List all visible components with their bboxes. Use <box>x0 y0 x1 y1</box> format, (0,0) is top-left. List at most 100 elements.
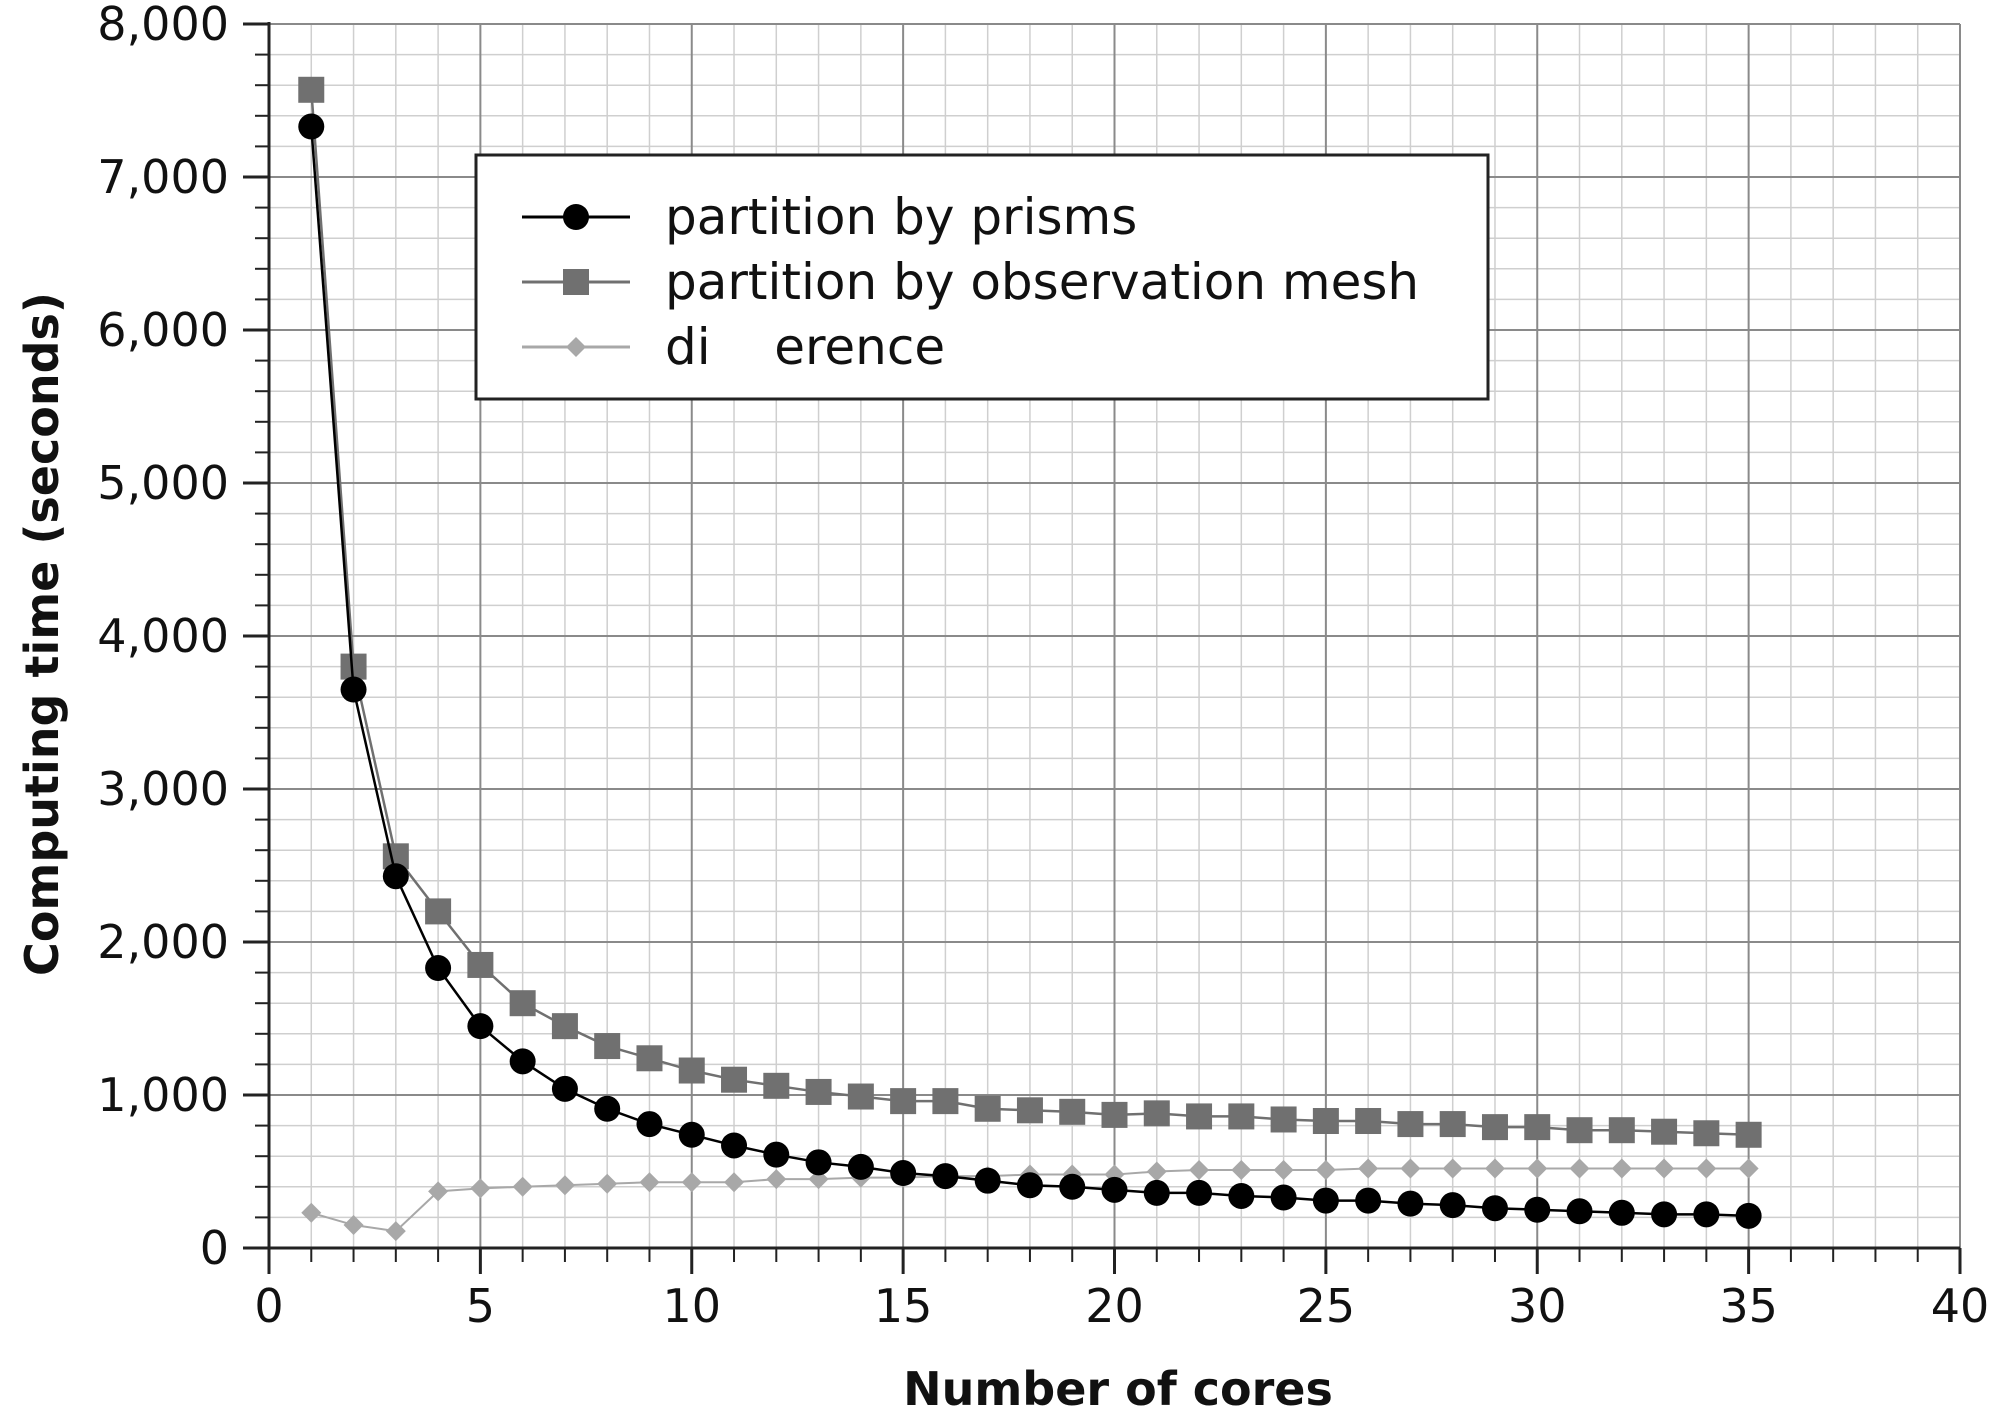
x-tick-label: 0 <box>254 1279 283 1333</box>
x-tick-label: 35 <box>1719 1279 1778 1333</box>
series-point <box>343 1215 364 1236</box>
series-point <box>1738 1158 1759 1179</box>
series-point <box>1651 1118 1678 1145</box>
series-point <box>1016 1097 1043 1124</box>
series-point <box>467 951 494 978</box>
legend-marker <box>563 204 589 230</box>
series-point <box>551 1013 578 1040</box>
series-point <box>847 1153 874 1180</box>
series-point <box>721 1132 748 1159</box>
series-point <box>554 1175 575 1196</box>
series-point <box>681 1172 702 1193</box>
series-point <box>1735 1121 1762 1148</box>
series-point <box>594 1033 621 1060</box>
legend-items: partition by prisms partition by observat… <box>522 188 1419 376</box>
series-point <box>1016 1172 1043 1199</box>
series-layer <box>298 76 1762 1242</box>
legend-entry: di erence <box>522 318 945 376</box>
series-point <box>1355 1108 1382 1135</box>
y-tick-label: 5,000 <box>97 456 229 510</box>
series-point <box>1484 1158 1505 1179</box>
series-point <box>974 1095 1001 1122</box>
x-tick-label: 30 <box>1508 1279 1567 1333</box>
series-point <box>932 1163 959 1190</box>
series-point <box>512 1176 533 1197</box>
y-tick-label: 6,000 <box>97 303 229 357</box>
series-point <box>1566 1198 1593 1225</box>
series-point <box>509 1048 536 1075</box>
series-point <box>1481 1195 1508 1222</box>
series-point <box>385 1221 406 1242</box>
series-point <box>1059 1098 1086 1125</box>
series-point <box>1696 1158 1717 1179</box>
series-point <box>721 1066 748 1093</box>
series-point <box>1358 1158 1379 1179</box>
series-point <box>1186 1179 1213 1206</box>
series-point <box>1143 1179 1170 1206</box>
series-point <box>1693 1120 1720 1147</box>
series-point <box>509 990 536 1017</box>
series-point <box>301 1202 322 1223</box>
legend-label: di erence <box>665 318 945 376</box>
series-point <box>428 1181 449 1202</box>
series-circle <box>298 113 1762 1229</box>
y-tick-label: 3,000 <box>97 762 229 816</box>
series-point <box>1189 1159 1210 1180</box>
series-point <box>1608 1199 1635 1226</box>
series-point <box>1400 1158 1421 1179</box>
series-point <box>1442 1158 1463 1179</box>
y-tick-label: 2,000 <box>97 915 229 969</box>
series-point <box>678 1057 705 1084</box>
series-point <box>298 76 325 103</box>
series-point <box>1312 1187 1339 1214</box>
series-point <box>1270 1184 1297 1211</box>
series-point <box>1059 1173 1086 1200</box>
series-point <box>890 1088 917 1115</box>
series-point <box>1693 1201 1720 1228</box>
series-point <box>1397 1190 1424 1217</box>
series-point <box>551 1075 578 1102</box>
y-tick-label: 7,000 <box>97 150 229 204</box>
y-tick-label: 1,000 <box>97 1068 229 1122</box>
series-point <box>1397 1111 1424 1138</box>
series-point <box>1527 1158 1548 1179</box>
series-point <box>594 1095 621 1122</box>
y-tick-label: 8,000 <box>97 0 229 51</box>
series-point <box>1524 1114 1551 1141</box>
legend-entry: partition by prisms <box>522 188 1137 246</box>
legend-entry: partition by observation mesh <box>522 253 1419 311</box>
x-axis-title: Number of cores <box>903 1362 1333 1416</box>
series-point <box>1231 1159 1252 1180</box>
series-point <box>1312 1108 1339 1135</box>
series-point <box>1566 1117 1593 1144</box>
series-square <box>298 76 1762 1148</box>
series-point <box>1273 1159 1294 1180</box>
x-tick-label: 10 <box>662 1279 721 1333</box>
series-point <box>1228 1103 1255 1130</box>
series-point <box>1270 1106 1297 1133</box>
legend: partition by prisms partition by observat… <box>474 153 1490 401</box>
series-point <box>1146 1161 1167 1182</box>
x-tick-labels: 0 5 10 15 20 25 30 35 40 <box>254 1279 1989 1333</box>
series-point <box>425 898 452 925</box>
series-point <box>932 1088 959 1115</box>
legend-marker <box>566 337 586 357</box>
series-point <box>1654 1158 1675 1179</box>
series-point <box>467 1013 494 1040</box>
series-point <box>382 863 409 890</box>
series-point <box>766 1169 787 1190</box>
legend-marker <box>563 269 589 295</box>
legend-label: partition by prisms <box>665 188 1137 246</box>
x-tick-label: 40 <box>1931 1279 1990 1333</box>
series-point <box>724 1172 745 1193</box>
series-point <box>890 1160 917 1187</box>
series-point <box>1186 1103 1213 1130</box>
y-tick-label: 0 <box>200 1221 229 1275</box>
series-point <box>1569 1158 1590 1179</box>
series-point <box>425 955 452 982</box>
series-point <box>639 1172 660 1193</box>
y-axis-title: Computing time (seconds) <box>15 292 69 976</box>
series-point <box>974 1167 1001 1194</box>
series-point <box>1439 1111 1466 1138</box>
